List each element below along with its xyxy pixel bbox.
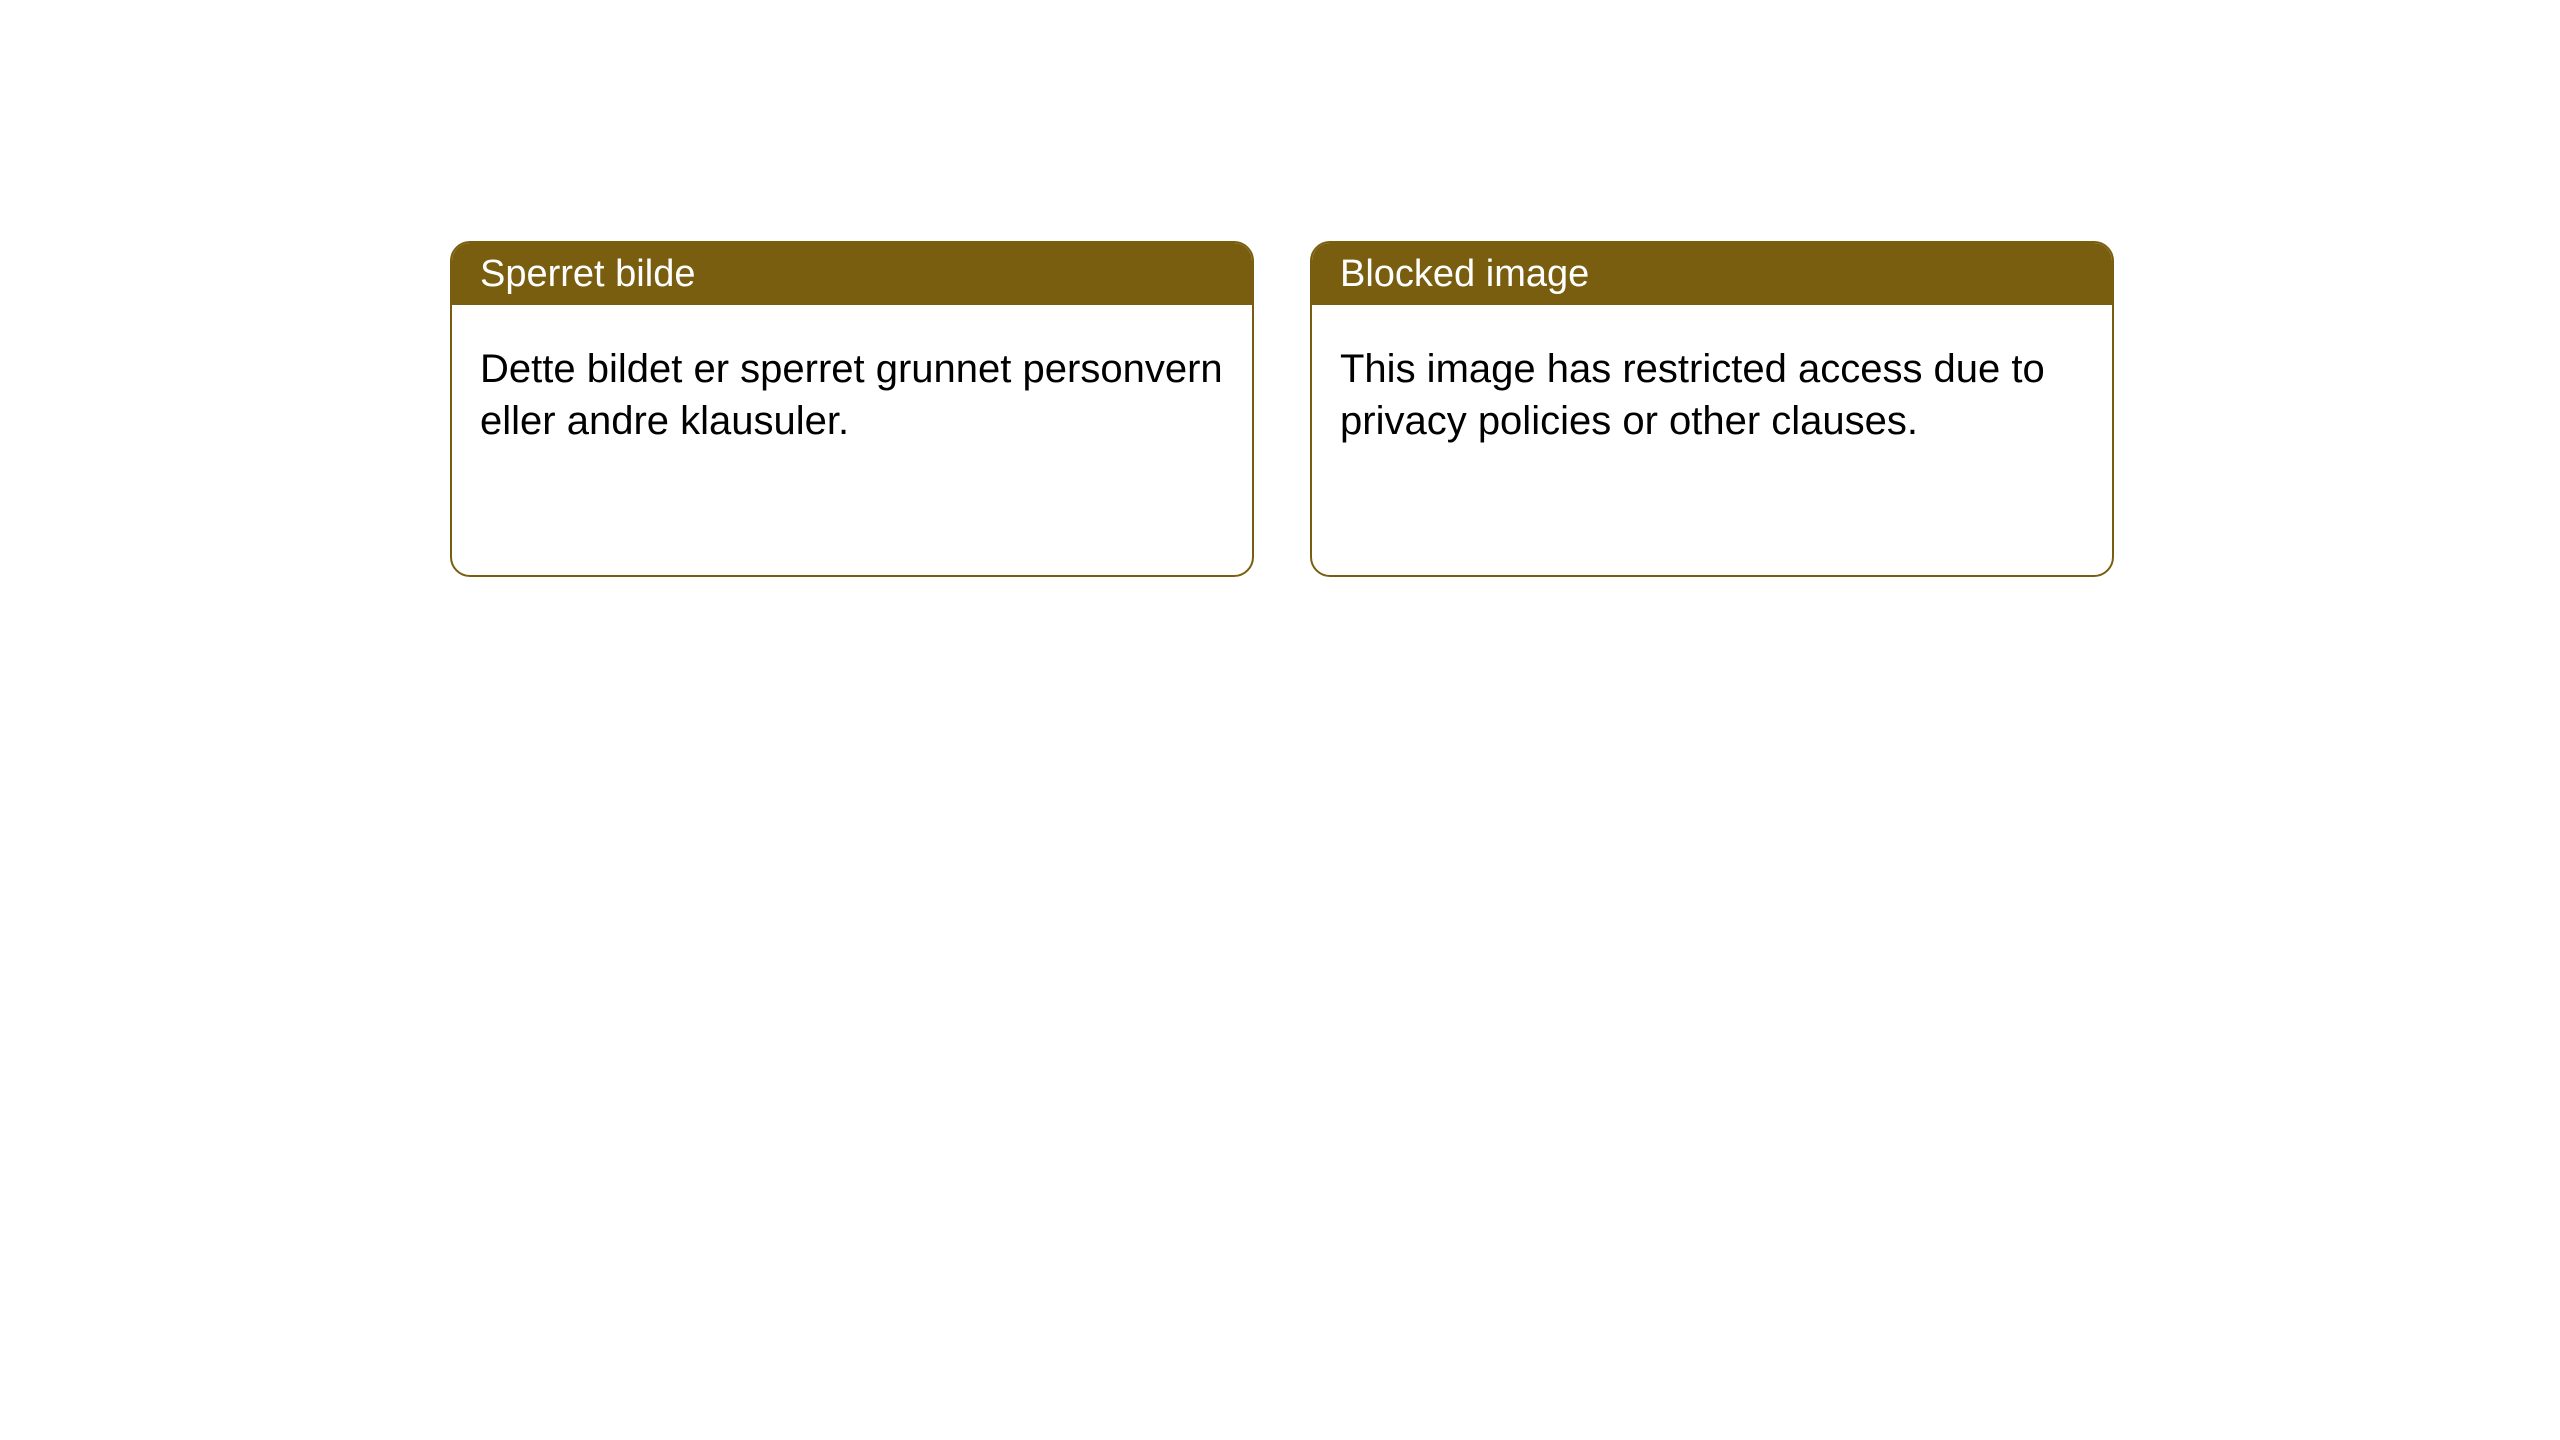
card-header-english: Blocked image <box>1312 243 2112 305</box>
blocked-image-card-english: Blocked image This image has restricted … <box>1310 241 2114 577</box>
card-title-english: Blocked image <box>1340 253 1589 296</box>
card-header-norwegian: Sperret bilde <box>452 243 1252 305</box>
card-body-norwegian: Dette bildet er sperret grunnet personve… <box>452 305 1252 485</box>
notice-container: Sperret bilde Dette bildet er sperret gr… <box>0 0 2560 577</box>
blocked-image-card-norwegian: Sperret bilde Dette bildet er sperret gr… <box>450 241 1254 577</box>
card-title-norwegian: Sperret bilde <box>480 253 695 296</box>
card-message-english: This image has restricted access due to … <box>1340 347 2045 443</box>
card-message-norwegian: Dette bildet er sperret grunnet personve… <box>480 347 1223 443</box>
card-body-english: This image has restricted access due to … <box>1312 305 2112 485</box>
